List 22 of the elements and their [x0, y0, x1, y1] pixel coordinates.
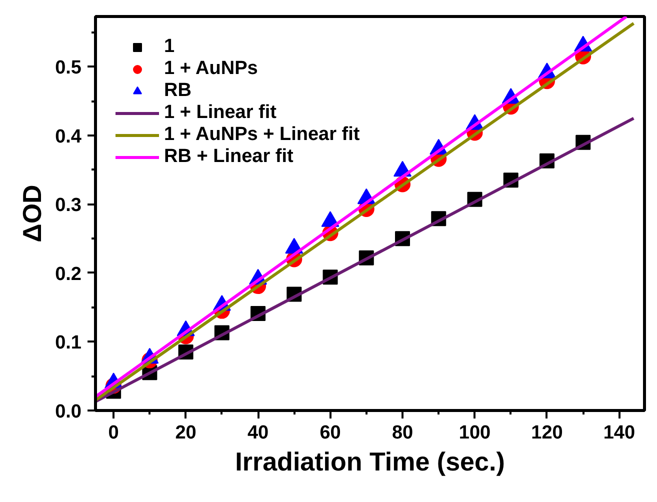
x-axis-title: Irradiation Time (sec.): [235, 446, 505, 476]
y-tick-label: 0.2: [55, 264, 82, 285]
legend-label: RB: [164, 80, 192, 102]
x-tick-label: 0: [108, 422, 119, 444]
y-tick-label: 0.0: [55, 402, 82, 422]
y-axis-title: ΔOD: [17, 184, 48, 242]
x-tick-label: 140: [603, 422, 636, 444]
x-tick-label: 100: [458, 422, 491, 444]
legend-label: RB + Linear fit: [164, 146, 294, 168]
x-tick-label: 40: [247, 422, 269, 444]
x-tick-label: 120: [531, 422, 563, 444]
legend-label: 1 + Linear fit: [164, 102, 276, 124]
legend-label: 1 + AuNPs + Linear fit: [164, 124, 360, 146]
y-tick-label: 0.1: [55, 332, 82, 354]
y-tick-label: 0.5: [55, 58, 82, 79]
legend-label: 1 + AuNPs: [164, 58, 258, 80]
x-tick-label: 20: [175, 422, 196, 444]
x-tick-label: 80: [392, 422, 414, 444]
y-tick-label: 0.3: [55, 195, 82, 216]
legend-label: 1: [164, 36, 176, 58]
y-tick-label: 0.4: [55, 126, 82, 148]
x-tick-label: 60: [320, 422, 341, 444]
